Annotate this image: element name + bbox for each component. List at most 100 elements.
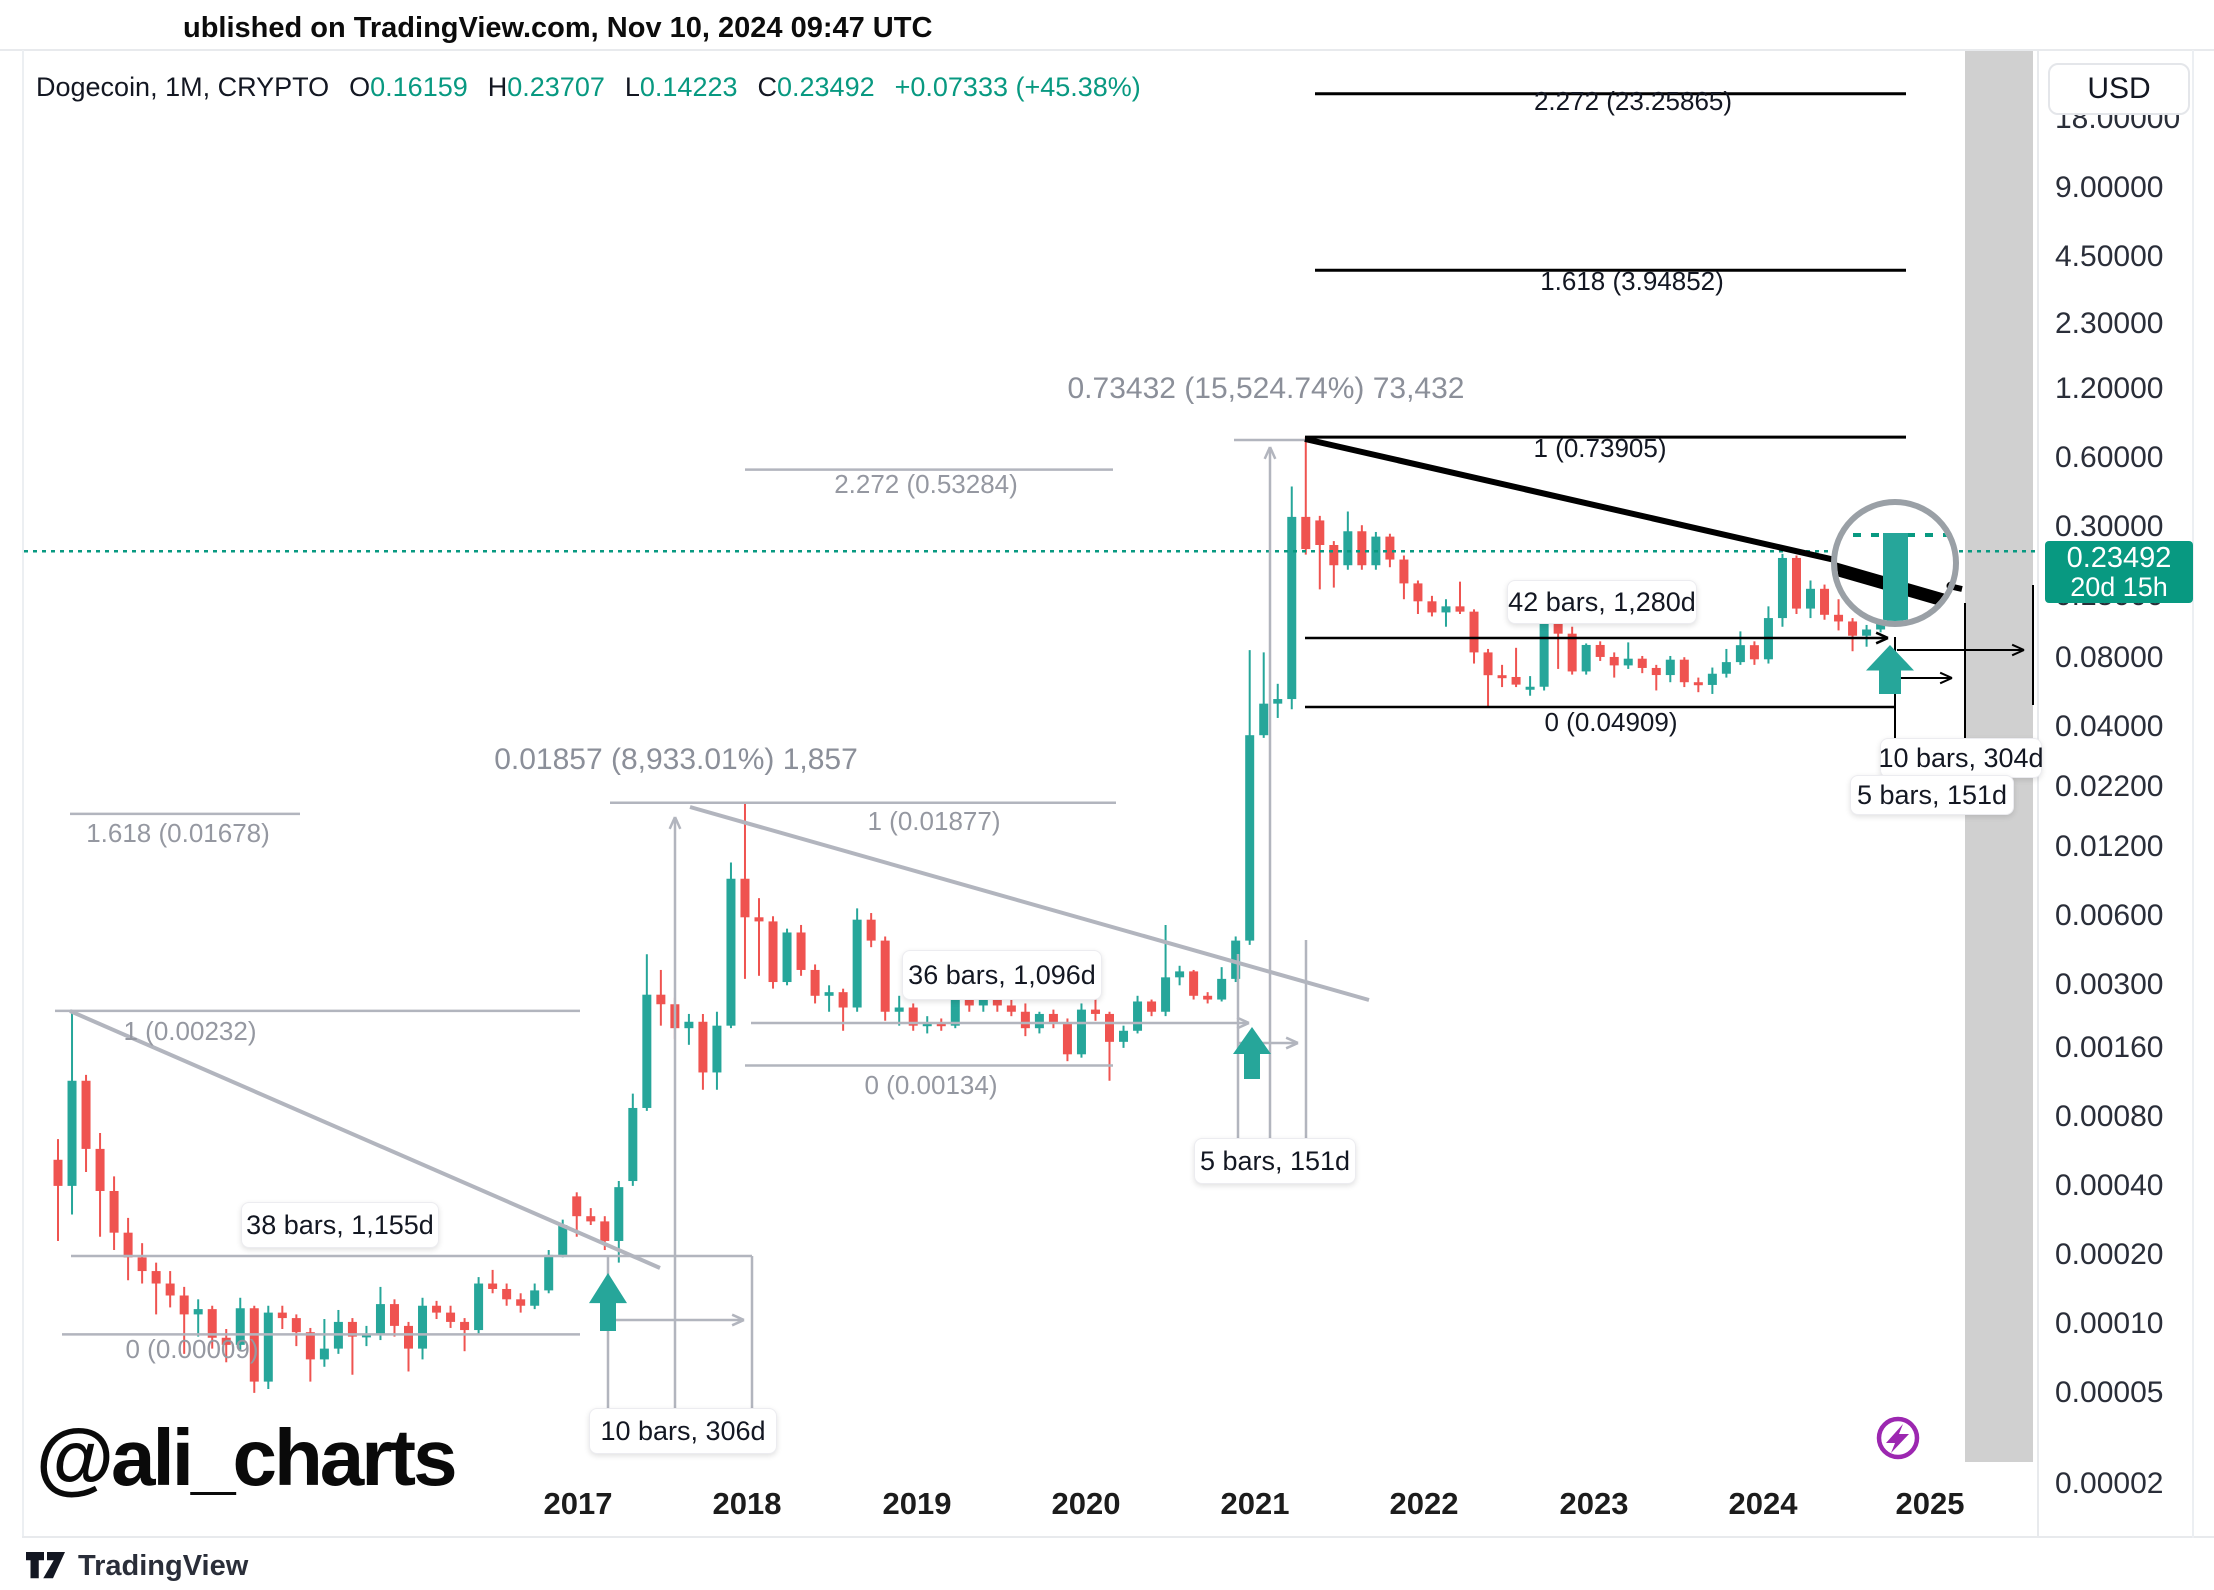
candle-body bbox=[936, 1023, 946, 1027]
price-tick: 2.30000 bbox=[2055, 307, 2164, 341]
candle-body bbox=[1105, 1013, 1114, 1042]
candle-body bbox=[1707, 673, 1717, 685]
time-axis-border[interactable] bbox=[22, 1536, 2214, 1538]
drawing-line[interactable] bbox=[689, 805, 1370, 1002]
price-scale[interactable]: 0.00002 0.00005 0.00010 0.00020 0.00040 0.000… bbox=[2037, 0, 2214, 1590]
tradingview-logo-text: TradingView bbox=[78, 1550, 249, 1582]
candle-body bbox=[558, 1225, 568, 1255]
magnifier-circle-icon[interactable] bbox=[1831, 499, 1959, 627]
candle-body bbox=[291, 1318, 301, 1333]
candle-body bbox=[1539, 615, 1549, 687]
candle-body bbox=[137, 1257, 147, 1272]
candle-body bbox=[81, 1080, 91, 1149]
candle-body bbox=[221, 1337, 231, 1345]
drawing-label: 0.73432 (15,524.74%) 73,432 bbox=[1068, 372, 1465, 405]
candle-body bbox=[67, 1080, 77, 1186]
candle-body bbox=[1679, 659, 1689, 683]
drawing-label: 0 (0.04909) bbox=[1545, 707, 1678, 737]
candle-body bbox=[305, 1332, 315, 1360]
drawing-label: 1.618 (3.94852) bbox=[1540, 266, 1724, 296]
candle-body bbox=[404, 1325, 413, 1349]
candle-body bbox=[1848, 621, 1858, 636]
magnifier-inset bbox=[1831, 499, 1959, 627]
candle-body bbox=[754, 917, 764, 922]
measure-badge[interactable]: 42 bars, 1,280d bbox=[1507, 580, 1697, 624]
tradingview-branding[interactable]: TradingView bbox=[26, 1550, 248, 1583]
candle-body bbox=[1385, 536, 1395, 560]
candle-body bbox=[600, 1221, 610, 1241]
candle-body bbox=[880, 940, 890, 1012]
candle-body bbox=[375, 1304, 385, 1335]
candle-body bbox=[1076, 1009, 1086, 1055]
candle-body bbox=[319, 1348, 329, 1360]
price-tick: 0.00080 bbox=[2055, 1099, 2164, 1133]
arrowhead bbox=[1263, 446, 1272, 460]
bar-countdown: 20d 15h bbox=[2070, 572, 2168, 603]
drawing-line[interactable] bbox=[69, 1009, 661, 1270]
candle-body bbox=[1048, 1013, 1058, 1024]
candle-body bbox=[207, 1309, 217, 1338]
price-tick: 0.00002 bbox=[2055, 1467, 2164, 1501]
currency-toggle-button[interactable]: USD bbox=[2048, 63, 2190, 115]
buy-signal-arrow-icon[interactable] bbox=[1866, 645, 1914, 694]
candle-body bbox=[1469, 611, 1479, 653]
candle-body bbox=[1651, 667, 1661, 676]
candle-body bbox=[684, 1021, 694, 1029]
price-tick: 0.00040 bbox=[2055, 1168, 2164, 1202]
candle-body bbox=[1217, 978, 1227, 1000]
candle-body bbox=[389, 1304, 399, 1326]
ohlc-group: C0.23492 bbox=[757, 72, 875, 102]
measure-badge[interactable]: 10 bars, 304d bbox=[1878, 738, 2044, 778]
candle-body bbox=[1357, 531, 1367, 566]
candle-body bbox=[249, 1308, 259, 1382]
symbol-ohlc-legend[interactable]: Dogecoin, 1M, CRYPTO O0.16159 H0.23707 L0.1… bbox=[36, 72, 1161, 103]
drawing-label: 0 (0.00009) bbox=[126, 1334, 259, 1364]
buy-signal-arrow-icon[interactable] bbox=[589, 1273, 627, 1331]
candle-body bbox=[1777, 557, 1787, 619]
candle-body bbox=[1567, 633, 1577, 672]
candle-body bbox=[1315, 520, 1325, 546]
price-tick: 0.08000 bbox=[2055, 641, 2164, 675]
measure-badge[interactable]: 36 bars, 1,096d bbox=[902, 950, 1102, 1000]
candle-body bbox=[712, 1025, 722, 1073]
candle-body bbox=[1637, 658, 1647, 668]
buy-signal-arrow-icon[interactable] bbox=[1233, 1027, 1271, 1079]
measure-badge[interactable]: 5 bars, 151d bbox=[1850, 775, 2014, 815]
measure-badge[interactable]: 38 bars, 1,155d bbox=[241, 1202, 439, 1248]
candle-body bbox=[460, 1321, 470, 1331]
candle-body bbox=[1231, 940, 1241, 979]
price-scale-border[interactable] bbox=[2037, 50, 2039, 1538]
arrowhead bbox=[1939, 677, 1953, 685]
candle-body bbox=[1399, 559, 1409, 584]
candle-body bbox=[193, 1309, 203, 1315]
measure-badge[interactable]: 10 bars, 306d bbox=[589, 1408, 777, 1454]
arrowhead bbox=[2011, 649, 2025, 657]
candle-body bbox=[1329, 545, 1339, 566]
candle-body bbox=[866, 919, 876, 941]
candle-body bbox=[1483, 652, 1493, 676]
candle-body bbox=[516, 1299, 526, 1306]
candle-body bbox=[1820, 588, 1830, 615]
candle-body bbox=[1665, 659, 1675, 676]
year-label: 2023 bbox=[1559, 1486, 1629, 1521]
published-banner: ublished on TradingView.com, Nov 10, 202… bbox=[183, 12, 933, 44]
price-tick: 0.00300 bbox=[2055, 968, 2164, 1002]
measure-badge[interactable]: 5 bars, 151d bbox=[1194, 1138, 1356, 1184]
candle-body bbox=[1806, 588, 1815, 609]
price-tick: 0.02200 bbox=[2055, 769, 2164, 803]
candle-body bbox=[824, 992, 834, 996]
candle-body bbox=[1595, 644, 1605, 657]
candle-body bbox=[488, 1283, 498, 1289]
candle-body bbox=[1006, 1005, 1016, 1012]
candle-body bbox=[838, 992, 848, 1008]
arrowhead bbox=[673, 816, 682, 830]
candle-body bbox=[109, 1190, 119, 1233]
candle-body bbox=[1749, 645, 1759, 660]
candle-body bbox=[1287, 516, 1297, 700]
candle-body bbox=[123, 1232, 133, 1258]
lightning-bolt-glyph bbox=[1886, 1424, 1909, 1453]
candle-body bbox=[1343, 531, 1353, 566]
arrowhead bbox=[1875, 631, 1889, 640]
candle-body bbox=[1062, 1023, 1072, 1055]
